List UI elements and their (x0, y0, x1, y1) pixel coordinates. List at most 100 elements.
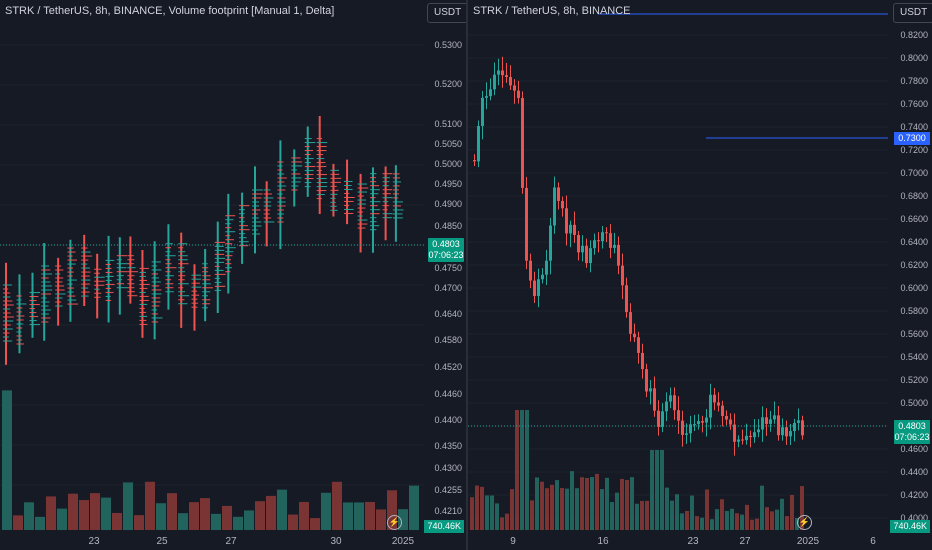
candle-body (697, 421, 700, 425)
volume-bar (332, 481, 342, 530)
volume-bar (650, 450, 654, 530)
volume-bar (700, 517, 704, 530)
price-tick: 0.4580 (434, 335, 462, 345)
lightning-icon[interactable]: ⚡ (387, 515, 402, 530)
symbol-legend[interactable]: STRK / TetherUS, 8h, BINANCE, Volume foo… (5, 5, 335, 17)
volume-bar (670, 500, 674, 530)
volume-bar (68, 493, 78, 530)
price-tick: 0.4520 (434, 362, 462, 372)
candle-body (617, 244, 620, 266)
volume-bar (244, 510, 254, 530)
volume-bar (156, 503, 166, 530)
price-tick: 0.5300 (434, 40, 462, 50)
candle-body (529, 260, 532, 281)
candle-body (561, 200, 564, 209)
pane-divider[interactable] (466, 0, 468, 550)
candlestick-plot[interactable] (468, 0, 932, 550)
candle-body (729, 419, 732, 425)
price-tick: 0.4700 (434, 283, 462, 293)
volume-bar (525, 410, 529, 530)
volume-bar (695, 516, 699, 530)
price-tick: 0.4255 (434, 485, 462, 495)
volume-bar (510, 489, 514, 530)
volume-bar (685, 510, 689, 530)
volume-bar (580, 477, 584, 530)
candle-body (801, 420, 804, 436)
candle-body (777, 415, 780, 436)
footprint-plot[interactable] (0, 0, 466, 550)
volume-bar (90, 493, 100, 530)
volume-bar (780, 498, 784, 530)
volume-bar (101, 497, 111, 530)
currency-unit-button[interactable]: USDT (893, 3, 932, 23)
candle-body (677, 410, 680, 421)
price-tick: 0.4350 (434, 441, 462, 451)
lightning-icon[interactable]: ⚡ (797, 515, 812, 530)
volume-bar (545, 488, 549, 530)
candle-body (629, 312, 632, 334)
volume-bar (266, 495, 276, 530)
volume-label: 740.46K (424, 520, 464, 533)
volume-bar (705, 489, 709, 530)
candle-body (497, 70, 500, 75)
price-tick: 0.4400 (900, 467, 928, 477)
candle-body (545, 260, 548, 275)
time-tick: 27 (739, 536, 751, 547)
candle-body (485, 96, 488, 98)
volume-bar (755, 518, 759, 530)
volume-bar (715, 509, 719, 530)
candle-body (593, 240, 596, 249)
candle-body (505, 75, 508, 78)
time-tick: 30 (330, 536, 342, 547)
alert-price-label[interactable]: 0.7300 (894, 132, 930, 145)
candle-body (481, 97, 484, 127)
price-tick: 0.4400 (434, 415, 462, 425)
candle-body (665, 401, 668, 412)
volume-bar (387, 490, 397, 530)
candle-body (557, 187, 560, 201)
candle-body (701, 421, 704, 423)
candle-body (649, 388, 652, 392)
candle-body (573, 224, 576, 235)
volume-bar (200, 498, 210, 530)
currency-unit-button[interactable]: USDT (427, 3, 466, 23)
chart-pane-right[interactable]: STRK / TetherUS, 8h, BINANCE USDT 0.8200… (468, 0, 932, 550)
candle-body (549, 225, 552, 261)
volume-bar (365, 501, 375, 530)
volume-bar (485, 495, 489, 530)
volume-bar (745, 504, 749, 530)
time-tick: 27 (225, 536, 237, 547)
volume-bar (540, 481, 544, 530)
volume-bar (57, 508, 67, 530)
price-tick: 0.4640 (434, 309, 462, 319)
price-tick: 0.7000 (900, 168, 928, 178)
price-tick: 0.4210 (434, 506, 462, 516)
volume-bar (277, 489, 287, 530)
volume-bar (575, 488, 579, 530)
price-tick: 0.8000 (900, 53, 928, 63)
candle-body (537, 279, 540, 297)
volume-bar (765, 507, 769, 530)
candle-body (609, 233, 612, 248)
volume-bar (354, 502, 364, 530)
candle-body (521, 98, 524, 188)
volume-bar (680, 513, 684, 530)
volume-bar (605, 477, 609, 530)
candle-body (613, 244, 616, 248)
candle-body (709, 394, 712, 418)
candle-body (541, 274, 544, 280)
candle-body (581, 245, 584, 253)
candle-body (669, 395, 672, 402)
volume-bar (480, 486, 484, 530)
time-tick: 6 (870, 536, 876, 547)
volume-bar (710, 519, 714, 530)
chart-pane-left[interactable]: STRK / TetherUS, 8h, BINANCE, Volume foo… (0, 0, 466, 550)
volume-bar (13, 515, 23, 530)
candle-body (605, 232, 608, 234)
symbol-legend[interactable]: STRK / TetherUS, 8h, BINANCE (473, 5, 631, 17)
price-tick: 0.6000 (900, 283, 928, 293)
volume-bar (189, 502, 199, 530)
price-tick: 0.4850 (434, 221, 462, 231)
volume-bar (520, 410, 524, 530)
candle-body (513, 85, 516, 91)
